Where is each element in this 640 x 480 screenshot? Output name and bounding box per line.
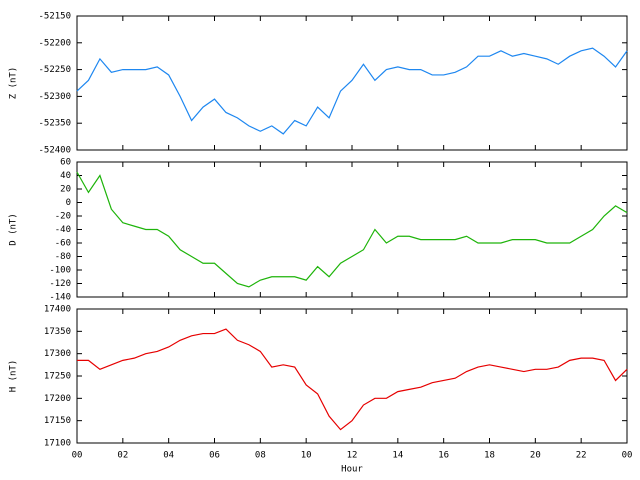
y-axis-label: D (nT) — [9, 213, 19, 246]
y-tick-label: -20 — [55, 212, 71, 222]
plot-frame — [76, 308, 628, 444]
x-tick-label: 14 — [392, 451, 403, 461]
x-tick-label: 00 — [622, 451, 633, 461]
y-tick-label: 17250 — [44, 372, 71, 382]
data-line — [77, 328, 628, 431]
x-tick-label: 22 — [576, 451, 587, 461]
y-tick-label: -52250 — [38, 65, 71, 75]
y-axis-label: H (nT) — [9, 360, 19, 393]
y-tick-label: 17300 — [44, 349, 71, 359]
y-tick-label: -100 — [49, 266, 71, 276]
y-tick-label: 60 — [60, 158, 71, 168]
y-tick-label: 40 — [60, 171, 71, 181]
x-tick-label: 16 — [438, 451, 449, 461]
x-tick-label: 04 — [163, 451, 174, 461]
x-tick-label: 18 — [484, 451, 495, 461]
y-tick-label: -52300 — [38, 92, 71, 102]
y-tick-label: -52150 — [38, 12, 71, 22]
y-tick-label: 20 — [60, 185, 71, 195]
x-axis-label: Hour — [341, 465, 363, 475]
y-tick-label: -52400 — [38, 146, 71, 156]
y-tick-label: 0 — [66, 198, 71, 208]
data-line — [76, 47, 628, 135]
y-tick-label: -60 — [55, 239, 71, 249]
plot-frame — [76, 15, 628, 151]
x-tick-label: 20 — [530, 451, 541, 461]
y-tick-label: 17200 — [44, 394, 71, 404]
y-tick-label: 17100 — [44, 439, 71, 449]
x-tick-label: 06 — [209, 451, 220, 461]
x-tick-label: 10 — [301, 451, 312, 461]
x-tick-label: 00 — [72, 451, 83, 461]
y-tick-label: -52200 — [38, 38, 71, 48]
plot-frame — [76, 161, 628, 298]
x-tick-label: 02 — [117, 451, 128, 461]
y-tick-label: 17150 — [44, 416, 71, 426]
y-tick-label: 17400 — [44, 305, 71, 315]
y-tick-label: -140 — [49, 293, 71, 303]
y-tick-label: 17350 — [44, 327, 71, 337]
y-tick-label: -80 — [55, 252, 71, 262]
x-tick-label: 08 — [255, 451, 266, 461]
data-line — [76, 171, 628, 288]
x-tick-label: 12 — [347, 451, 358, 461]
y-tick-label: -52350 — [38, 119, 71, 129]
y-tick-label: -120 — [49, 279, 71, 289]
y-axis-label: Z (nT) — [9, 67, 19, 100]
y-tick-label: -40 — [55, 225, 71, 235]
